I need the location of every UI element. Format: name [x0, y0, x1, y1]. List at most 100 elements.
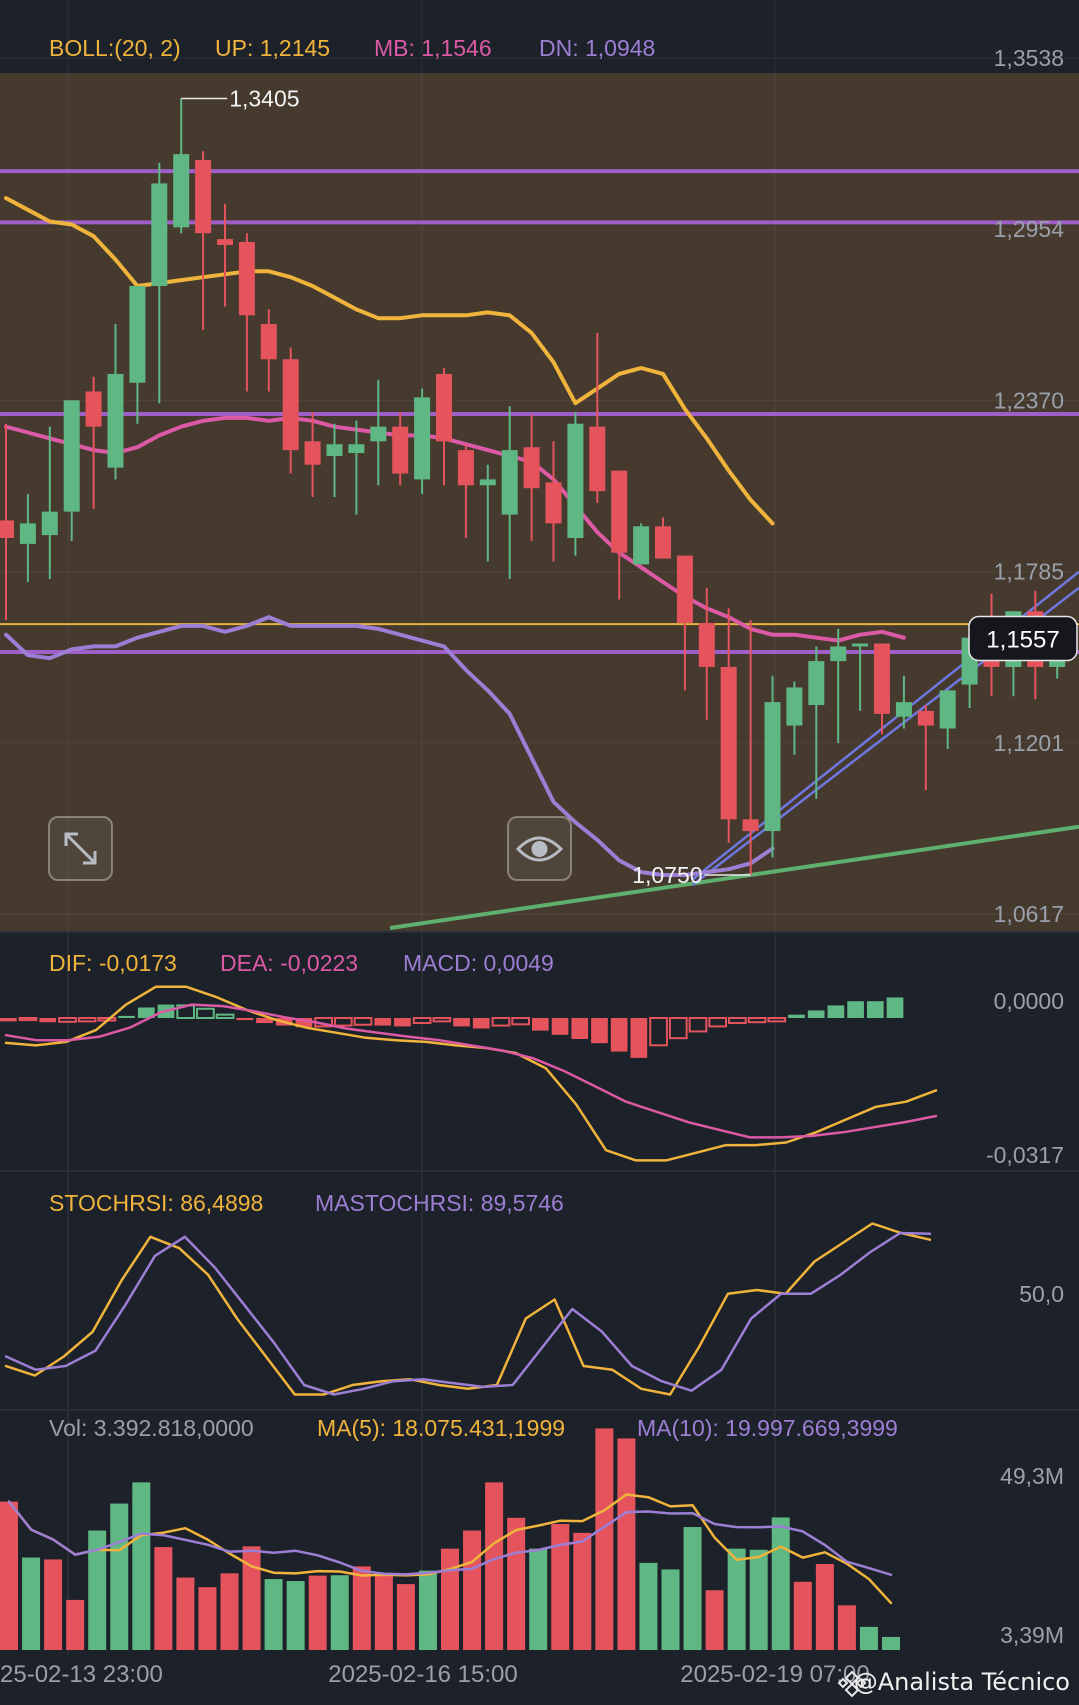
volume-bar	[639, 1562, 658, 1650]
macd-histogram-bar	[886, 997, 904, 1018]
macd-histogram-bar	[196, 1007, 215, 1020]
candle-body	[217, 239, 233, 245]
macd-histogram-bar	[767, 1017, 787, 1023]
price-axis-label: 1,3538	[994, 45, 1064, 71]
candle-body	[895, 702, 912, 717]
volume-bar	[882, 1636, 900, 1650]
volume-bar	[551, 1523, 570, 1650]
candle-body	[698, 623, 715, 667]
macd-grid	[67, 933, 776, 1170]
macd-histogram-bar	[491, 1017, 511, 1027]
candle-body	[0, 520, 14, 539]
volume-bar	[330, 1575, 349, 1650]
candle-body	[304, 441, 321, 465]
volume-bar	[507, 1517, 526, 1650]
volume-bar	[110, 1503, 129, 1650]
macd-histogram-bar	[137, 1007, 155, 1018]
volume-bar	[661, 1569, 680, 1650]
time-label-2: 2025-02-16 15:00	[328, 1661, 518, 1688]
diamond-logo-icon	[837, 1670, 867, 1698]
macd-histogram-bar	[511, 1017, 530, 1026]
eye-icon	[515, 836, 564, 862]
volume-ma10-label: MA(10): 19.997.669,3999	[637, 1415, 898, 1441]
candle-body	[436, 373, 452, 442]
volume-panel: Vol: 3.392.818,0000 MA(5): 18.075.431,19…	[0, 1409, 1079, 1652]
volume-bar	[22, 1557, 41, 1650]
volume-axis-bottom: 3,39M	[1000, 1622, 1064, 1648]
candle-body	[830, 646, 847, 662]
volume-bar	[264, 1579, 283, 1650]
low-marker-text: 1,0750	[632, 862, 702, 888]
boll-label: BOLL:(20, 2)	[49, 35, 181, 61]
candle-body	[457, 450, 474, 486]
high-marker: 1,3405	[181, 85, 300, 111]
candle-body	[589, 426, 606, 492]
macd-dif-line	[4, 985, 938, 1162]
macd-histogram-bar	[847, 1001, 864, 1018]
macd-dif-label: DIF: -0,0173	[49, 950, 177, 976]
candle-body	[238, 242, 255, 316]
candle-body	[151, 183, 168, 286]
stochrsi-label: STOCHRSI: 86,4898	[49, 1190, 263, 1216]
macd-histogram-bar	[788, 1014, 805, 1018]
macd-histogram-bar	[256, 1018, 273, 1024]
candle-body	[260, 324, 277, 360]
candle-body	[41, 511, 58, 536]
macd-histogram-bar	[472, 1018, 490, 1029]
volume-bar	[815, 1564, 834, 1650]
candle-body	[523, 447, 540, 489]
mastochrsi-label: MASTOCHRSI: 89,5746	[315, 1190, 564, 1216]
volume-bar	[617, 1438, 636, 1650]
candle-body	[545, 482, 562, 524]
macd-axis-top: 0,0000	[994, 988, 1064, 1014]
price-axis-label: 1,0617	[994, 901, 1064, 927]
candle-body	[655, 526, 671, 559]
volume-bar	[220, 1573, 239, 1650]
candle-body	[107, 373, 124, 468]
volume-bar	[44, 1559, 63, 1650]
candle-body	[633, 526, 650, 565]
candle-body	[63, 400, 80, 512]
candle-body	[676, 555, 693, 624]
price-axis-label: 1,1201	[994, 730, 1064, 756]
price-axis: 1,3538 1,2954 1,2370 1,1785 1,1201 1,0617	[994, 45, 1065, 927]
macd-panel: DIF: -0,0173 DEA: -0,0223 MACD: 0,0049 0…	[0, 931, 1079, 1170]
boll-middle-line	[4, 415, 906, 643]
price-panel: BOLL:(20, 2) UP: 1,2145 MB: 1,1546 DN: 1…	[0, 0, 1079, 1655]
expand-button[interactable]	[48, 816, 113, 881]
macd-histogram-bar	[215, 1013, 235, 1020]
expand-arrows-icon	[64, 832, 97, 865]
volume-bar	[683, 1527, 702, 1650]
macd-histogram-bar	[728, 1017, 747, 1025]
macd-histogram-bar	[571, 1018, 589, 1039]
volume-bar	[749, 1549, 768, 1650]
macd-histogram-bar	[58, 1017, 77, 1023]
macd-histogram-bar	[807, 1010, 825, 1018]
visibility-toggle[interactable]	[507, 816, 572, 881]
macd-histogram-bar	[453, 1018, 470, 1027]
macd-histogram-bar	[333, 1017, 353, 1027]
candle-body	[479, 479, 496, 486]
boll-dn-label: DN: 1,0948	[539, 35, 655, 61]
candle-body	[19, 523, 36, 544]
macd-histogram-bar	[295, 1018, 313, 1028]
macd-histogram-bar	[551, 1018, 569, 1035]
macd-histogram-bar	[668, 1017, 688, 1040]
candle-body	[764, 702, 781, 832]
volume-bar	[154, 1547, 173, 1650]
volume-bar	[573, 1532, 592, 1650]
boll-upper-line	[4, 196, 775, 526]
macd-histogram-bar	[432, 1017, 452, 1023]
candle-body	[370, 426, 387, 442]
current-price-box	[968, 615, 1078, 662]
stochrsi-k-line	[4, 1222, 932, 1396]
volume-bar	[242, 1546, 261, 1650]
volume-bars	[0, 1428, 900, 1650]
candle-body	[501, 450, 518, 515]
candle-body	[392, 426, 409, 474]
price-axis-label: 1,2370	[994, 387, 1064, 413]
volume-bar	[837, 1605, 856, 1650]
macd-histogram-bar	[591, 1018, 608, 1044]
